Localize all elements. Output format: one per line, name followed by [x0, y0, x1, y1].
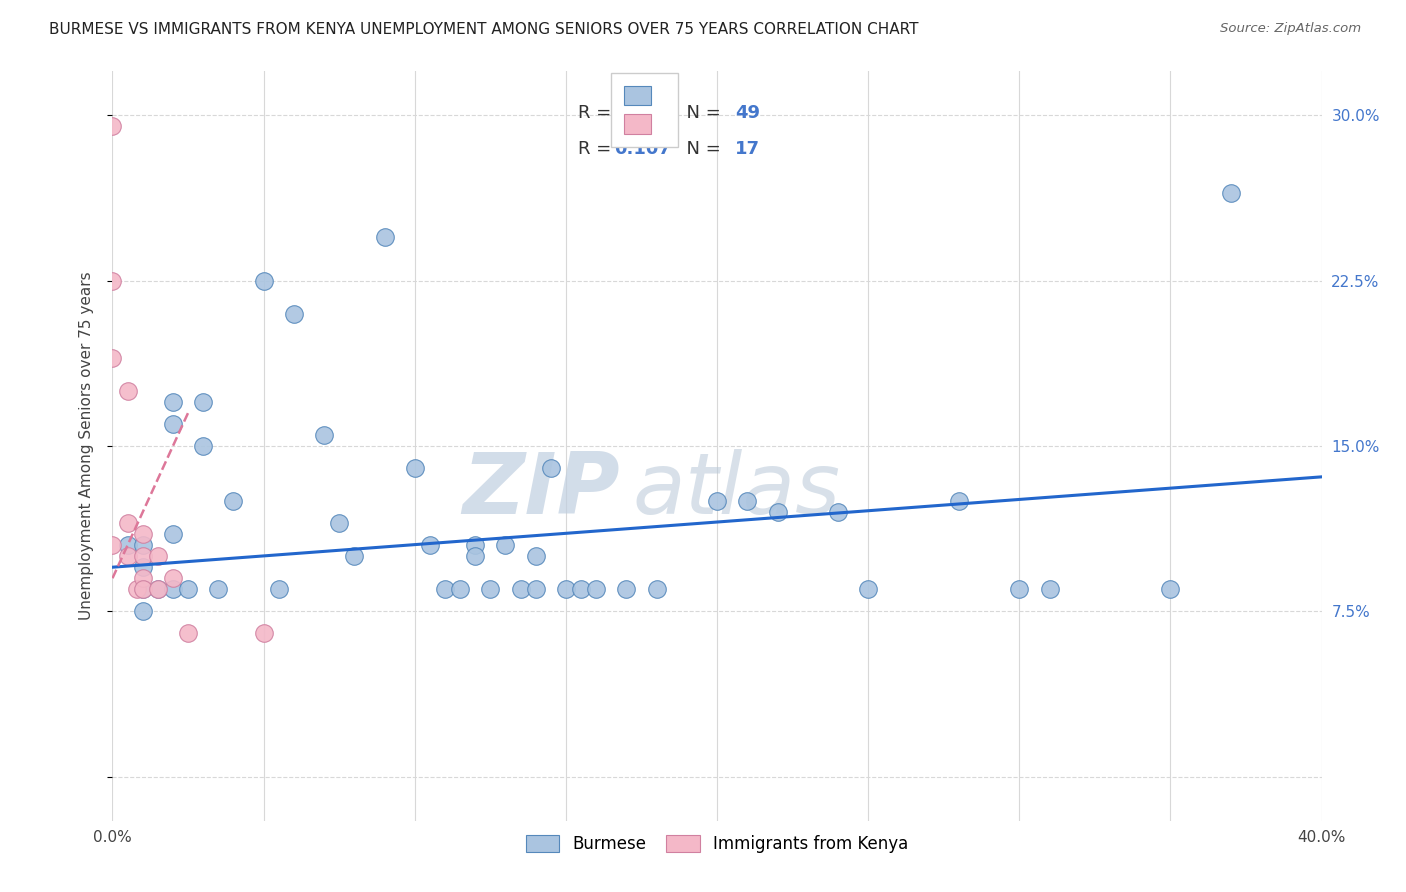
Point: [540, 461, 562, 475]
Point: [162, 582, 184, 597]
Point: [101, 538, 124, 552]
Text: N =: N =: [675, 139, 727, 158]
Point: [162, 527, 184, 541]
Point: [404, 461, 426, 475]
Point: [117, 384, 139, 398]
Point: [146, 549, 169, 564]
Point: [616, 582, 638, 597]
Point: [101, 274, 124, 288]
Text: 0.141: 0.141: [614, 103, 671, 121]
Point: [766, 505, 789, 519]
Point: [253, 626, 276, 640]
Point: [433, 582, 456, 597]
Point: [132, 582, 155, 597]
Text: R =: R =: [578, 139, 617, 158]
Point: [737, 494, 759, 508]
Point: [856, 582, 880, 597]
Point: [449, 582, 471, 597]
Text: Source: ZipAtlas.com: Source: ZipAtlas.com: [1220, 22, 1361, 36]
Point: [374, 229, 396, 244]
Point: [132, 538, 155, 552]
Point: [132, 549, 155, 564]
Point: [343, 549, 366, 564]
Point: [191, 439, 214, 453]
Point: [125, 582, 148, 597]
Point: [191, 395, 214, 409]
Y-axis label: Unemployment Among Seniors over 75 years: Unemployment Among Seniors over 75 years: [79, 272, 94, 620]
Point: [253, 274, 276, 288]
Point: [554, 582, 576, 597]
Point: [419, 538, 441, 552]
Point: [479, 582, 502, 597]
Point: [132, 527, 155, 541]
Point: [524, 582, 547, 597]
Point: [177, 582, 200, 597]
Point: [101, 120, 124, 134]
Point: [132, 571, 155, 585]
Text: N =: N =: [675, 103, 727, 121]
Text: 49: 49: [735, 103, 761, 121]
Point: [101, 351, 124, 365]
Point: [177, 626, 200, 640]
Point: [117, 516, 139, 530]
Point: [146, 582, 169, 597]
Point: [267, 582, 290, 597]
Point: [509, 582, 531, 597]
Legend: Burmese, Immigrants from Kenya: Burmese, Immigrants from Kenya: [517, 826, 917, 861]
Point: [328, 516, 350, 530]
Point: [146, 582, 169, 597]
Point: [464, 549, 486, 564]
Point: [645, 582, 668, 597]
Point: [948, 494, 970, 508]
Point: [132, 560, 155, 574]
Point: [495, 538, 517, 552]
Point: [1038, 582, 1062, 597]
Text: 0.107: 0.107: [614, 139, 671, 158]
Point: [162, 571, 184, 585]
Point: [207, 582, 229, 597]
Point: [569, 582, 592, 597]
Point: [706, 494, 728, 508]
Point: [1008, 582, 1031, 597]
Point: [827, 505, 849, 519]
Point: [117, 549, 139, 564]
Text: BURMESE VS IMMIGRANTS FROM KENYA UNEMPLOYMENT AMONG SENIORS OVER 75 YEARS CORREL: BURMESE VS IMMIGRANTS FROM KENYA UNEMPLO…: [49, 22, 918, 37]
Point: [283, 307, 305, 321]
Point: [222, 494, 245, 508]
Point: [585, 582, 607, 597]
Point: [132, 582, 155, 597]
Point: [132, 604, 155, 618]
Text: 17: 17: [735, 139, 761, 158]
Point: [464, 538, 486, 552]
Point: [1159, 582, 1181, 597]
Point: [1220, 186, 1243, 200]
Point: [162, 395, 184, 409]
Point: [524, 549, 547, 564]
Text: atlas: atlas: [633, 450, 841, 533]
Text: ZIP: ZIP: [463, 450, 620, 533]
Point: [117, 538, 139, 552]
Text: R =: R =: [578, 103, 617, 121]
Point: [162, 417, 184, 431]
Point: [314, 428, 336, 442]
